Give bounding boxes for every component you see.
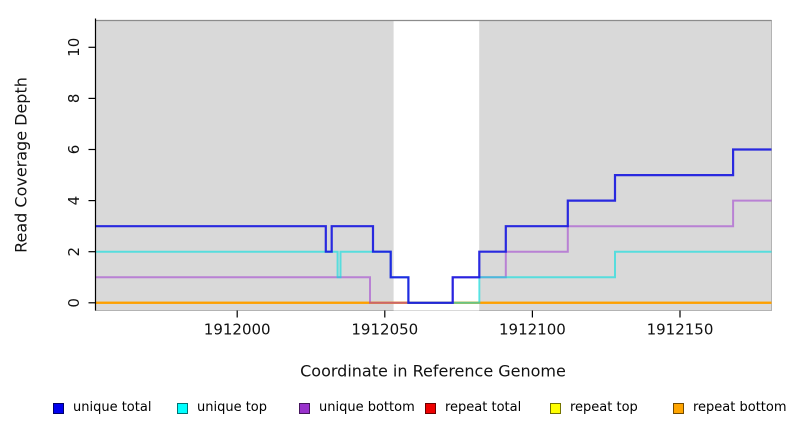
- y-axis-tick-label: 6: [65, 145, 83, 155]
- x-axis-tick-label: 1912100: [499, 321, 566, 339]
- legend-label: unique total: [73, 400, 152, 415]
- legend-label: unique top: [197, 400, 268, 415]
- legend-item-repeat-bottom: repeat bottom: [673, 399, 787, 417]
- legend-item-unique-total: unique total: [53, 399, 151, 417]
- gap-highlight-band: [393, 20, 480, 311]
- legend-item-unique-top: unique top: [177, 399, 267, 417]
- repeat-bottom-swatch-icon: [673, 402, 684, 414]
- y-axis-tick-label: 4: [65, 196, 83, 206]
- x-axis-title: Coordinate in Reference Genome: [300, 361, 566, 381]
- y-axis-tick-label: 10: [65, 38, 83, 57]
- x-axis-tick-label: 1912050: [351, 321, 418, 339]
- legend-label: repeat total: [445, 400, 522, 415]
- y-axis-title: Read Coverage Depth: [11, 77, 31, 253]
- legend-item-repeat-top: repeat top: [550, 399, 638, 417]
- legend-item-repeat-total: repeat total: [425, 399, 521, 417]
- legend-label: unique bottom: [319, 400, 415, 415]
- repeat-total-swatch-icon: [425, 402, 436, 414]
- legend: unique total unique top unique bottom repea…: [0, 399, 792, 419]
- x-axis-tick-label: 1912000: [204, 321, 271, 339]
- unique-total-swatch-icon: [53, 402, 64, 414]
- unique-bottom-swatch-icon: [299, 402, 310, 414]
- legend-label: repeat bottom: [693, 400, 787, 415]
- y-axis-tick-label: 0: [65, 298, 83, 308]
- y-axis-tick-label: 2: [65, 247, 83, 257]
- unique-top-swatch-icon: [177, 402, 188, 414]
- repeat-top-swatch-icon: [550, 402, 561, 414]
- legend-item-unique-bottom: unique bottom: [299, 399, 415, 417]
- y-axis-tick-label: 8: [65, 94, 83, 104]
- series-line-unique-bottom: [95, 199, 772, 304]
- x-axis-tick-label: 1912150: [647, 321, 714, 339]
- series-line-unique-total: [95, 148, 772, 304]
- legend-label: repeat top: [570, 400, 638, 415]
